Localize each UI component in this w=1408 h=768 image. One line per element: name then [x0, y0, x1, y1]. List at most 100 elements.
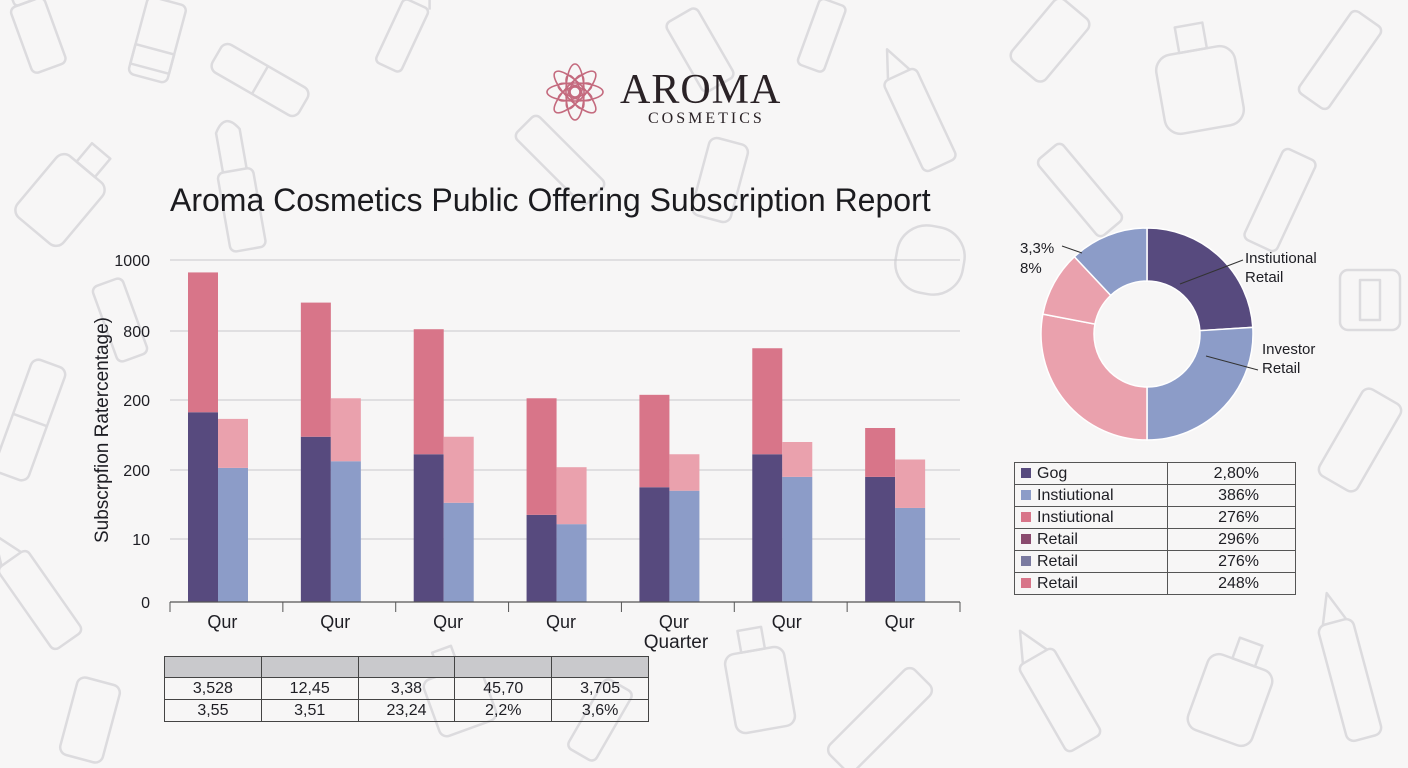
- legend-label: Instiutional: [1037, 486, 1114, 504]
- x-tick-label: Qur: [659, 612, 689, 632]
- bar-segment: [443, 502, 474, 602]
- y-tick-label: 200: [123, 393, 150, 410]
- table-cell: 3,38: [357, 677, 456, 700]
- table-header-cell: [551, 656, 649, 678]
- bar-segment: [413, 329, 444, 455]
- x-tick-label: Qur: [207, 612, 237, 632]
- bar-segment: [413, 454, 444, 602]
- bar-segment: [639, 487, 670, 602]
- legend-table: Gog 2,80% Instiutional 386% Instiutional 276%…: [1014, 462, 1297, 595]
- y-tick-label: 1000: [114, 253, 150, 270]
- x-tick-label: Qur: [772, 612, 802, 632]
- legend-label: Retail: [1037, 530, 1078, 548]
- bar-segment: [556, 524, 587, 602]
- legend-value: 386%: [1166, 484, 1297, 507]
- table-header-cell: [260, 656, 359, 678]
- bar-segment: [218, 418, 248, 468]
- legend-label-cell: Instiutional: [1014, 484, 1168, 507]
- legend-swatch: [1021, 467, 1031, 478]
- chart-bars: [188, 272, 926, 602]
- donut-label-retail-b: Retail: [1262, 360, 1300, 377]
- legend-label: Instiutional: [1037, 508, 1114, 526]
- y-tick-label: 10: [132, 532, 150, 549]
- bar-segment: [188, 412, 218, 602]
- x-tick-label: Qur: [433, 612, 463, 632]
- bar-segment: [218, 467, 248, 602]
- donut-leader-institutional: [1179, 259, 1244, 285]
- bar-segment: [752, 454, 783, 602]
- x-tick-label: Qur: [320, 612, 350, 632]
- legend-value: 2,80%: [1166, 462, 1297, 485]
- legend-swatch: [1021, 577, 1031, 588]
- table-cell: 2,2%: [454, 699, 553, 722]
- bar-segment: [330, 461, 361, 602]
- donut-label-pct-b: 8%: [1020, 260, 1042, 277]
- bar-segment: [330, 398, 361, 462]
- table-header-cell: [357, 656, 456, 678]
- table-cell: 3,6%: [551, 699, 649, 722]
- legend-row: Instiutional 386%: [1014, 484, 1297, 507]
- legend-swatch: [1021, 489, 1031, 500]
- donut-leader-pct: [1061, 245, 1083, 254]
- legend-value: 276%: [1166, 506, 1297, 529]
- bar-segment: [669, 454, 700, 491]
- legend-label-cell: Instiutional: [1014, 506, 1168, 529]
- lotus-logo-icon: [546, 63, 604, 121]
- table-cell: 12,45: [260, 677, 359, 700]
- table-cell: 3,55: [164, 699, 262, 722]
- table-header-row: [164, 656, 649, 678]
- x-tick-label: Qur: [885, 612, 915, 632]
- bar-segment: [639, 394, 670, 488]
- donut-slices: [1040, 227, 1254, 441]
- legend-swatch: [1021, 533, 1031, 544]
- table-row: 3,528 12,45 3,38 45,70 3,705: [164, 677, 649, 700]
- donut-slice: [1146, 227, 1254, 332]
- y-axis-tick-labels: 0 10 200 200 800 1000: [114, 253, 150, 612]
- legend-swatch: [1021, 511, 1031, 522]
- bar-segment: [556, 467, 587, 525]
- legend-value: 248%: [1166, 572, 1297, 595]
- bar-segment: [895, 459, 926, 508]
- donut-slice: [1073, 227, 1148, 297]
- table-cell: 3,528: [164, 677, 262, 700]
- table-header-cell: [164, 656, 262, 678]
- brand-header: AROMA COSMETICS: [538, 54, 818, 134]
- x-tick-label: Qur: [546, 612, 576, 632]
- data-table: 3,528 12,45 3,38 45,70 3,705 3,55 3,51 23,24 2,2…: [164, 656, 649, 722]
- legend-value: 276%: [1166, 550, 1297, 573]
- table-header-cell: [454, 656, 553, 678]
- table-row: 3,55 3,51 23,24 2,2% 3,6%: [164, 699, 649, 722]
- x-axis: Qur Qur Qur Qur Qur Qur Qur: [169, 601, 961, 632]
- legend-label: Gog: [1037, 464, 1068, 482]
- stacked-bar-chart: 0 10 200 200 800 1000 Qur Qur Qur Qur Qur Qur Qur S…: [92, 253, 961, 653]
- legend-value: 296%: [1166, 528, 1297, 551]
- bar-segment: [526, 514, 557, 602]
- legend-row: Gog 2,80%: [1014, 462, 1297, 485]
- donut-slice: [1146, 326, 1254, 441]
- bar-segment: [782, 442, 813, 477]
- bar-segment: [895, 507, 926, 602]
- legend-label-cell: Retail: [1014, 572, 1168, 595]
- bar-segment: [865, 428, 896, 477]
- donut-label-retail-a: Retail: [1245, 269, 1283, 286]
- bar-segment: [782, 476, 813, 602]
- table-cell: 23,24: [357, 699, 456, 722]
- donut-label-institutional: Instiutional: [1245, 250, 1317, 267]
- x-axis-label: Quarter: [644, 632, 709, 653]
- donut-leader-investor: [1205, 355, 1259, 371]
- y-tick-label: 200: [123, 463, 150, 480]
- y-tick-label: 0: [141, 595, 150, 612]
- brand-name: AROMA: [620, 67, 782, 113]
- donut-slice: [1040, 313, 1148, 441]
- donut-annotations: 3,3% 8% Instiutional Retail Investor Ret…: [1020, 240, 1317, 377]
- legend-label: Retail: [1037, 574, 1078, 592]
- legend-label-cell: Retail: [1014, 528, 1168, 551]
- bar-segment: [300, 436, 331, 602]
- table-cell: 3,705: [551, 677, 649, 700]
- legend-label-cell: Gog: [1014, 462, 1168, 485]
- y-tick-label: 800: [123, 324, 150, 341]
- table-cell: 3,51: [260, 699, 359, 722]
- bar-segment: [526, 398, 557, 515]
- legend-label: Retail: [1037, 552, 1078, 570]
